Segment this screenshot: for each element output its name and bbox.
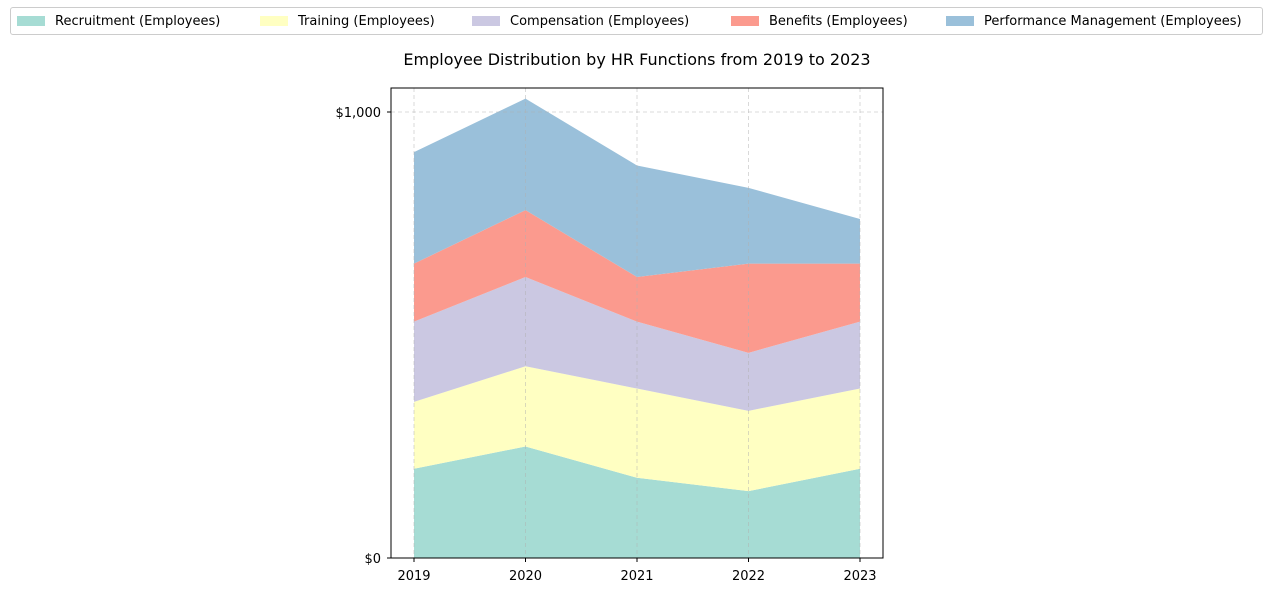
chart-legend: Recruitment (Employees) Training (Employ… (10, 7, 1263, 35)
x-tick-label: 2019 (397, 569, 430, 584)
x-tick-label: 2022 (732, 569, 765, 584)
x-tick-label: 2020 (509, 569, 542, 584)
legend-label-recruitment: Recruitment (Employees) (55, 14, 221, 29)
chart-title: Employee Distribution by HR Functions fr… (403, 50, 871, 69)
legend-swatch-recruitment (17, 16, 45, 26)
legend-label-compensation: Compensation (Employees) (510, 14, 690, 29)
x-tick-label: 2021 (620, 569, 653, 584)
legend-label-performance-management: Performance Management (Employees) (984, 14, 1242, 29)
y-tick-label: $1,000 (336, 106, 382, 121)
legend-swatch-training (260, 16, 288, 26)
legend-label-training: Training (Employees) (298, 14, 435, 29)
x-tick-label: 2023 (843, 569, 876, 584)
y-tick-label: $0 (364, 552, 381, 567)
legend-swatch-benefits (731, 16, 759, 26)
legend-swatch-compensation (472, 16, 500, 26)
legend-swatch-performance-management (946, 16, 974, 26)
legend-label-benefits: Benefits (Employees) (769, 14, 908, 29)
